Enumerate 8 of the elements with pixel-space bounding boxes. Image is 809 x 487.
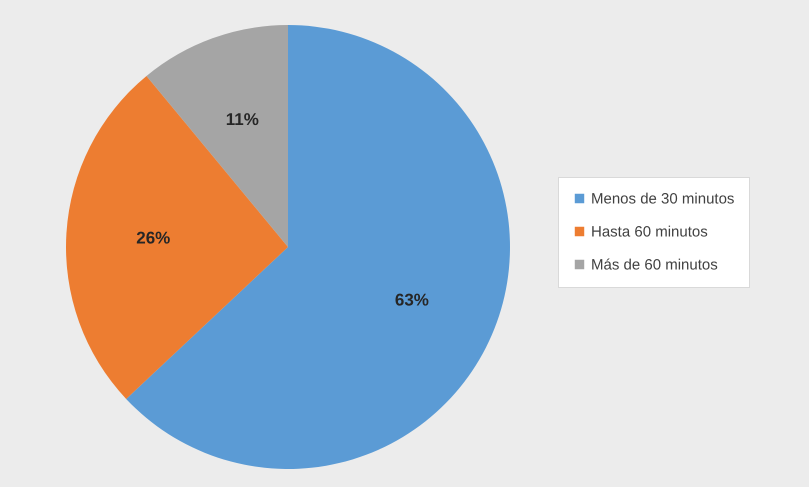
pie-slice [66, 76, 288, 399]
pie-slice [126, 25, 510, 469]
data-label: 26% [136, 228, 170, 248]
data-label: 63% [394, 290, 429, 310]
legend-label: Más de 60 minutos [591, 256, 718, 274]
legend-label: Menos de 30 minutos [591, 190, 734, 208]
data-label: 11% [226, 110, 259, 129]
legend-label: Hasta 60 minutos [591, 224, 708, 240]
